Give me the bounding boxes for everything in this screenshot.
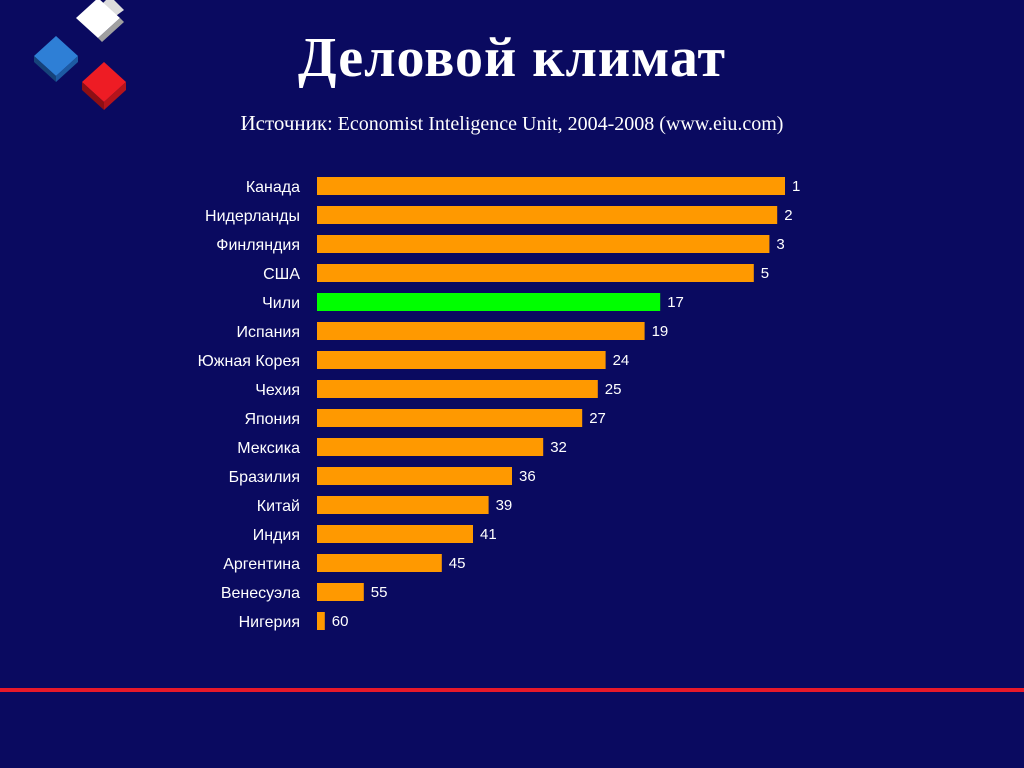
bar [317,351,606,369]
category-label: Чехия [255,382,300,399]
category-label: США [263,266,300,283]
red-cube-icon [82,62,126,110]
value-label: 39 [496,497,513,514]
category-label: Южная Корея [198,353,300,370]
bar [317,235,770,253]
bar [317,583,364,601]
category-label: Китай [257,498,300,515]
bar [317,525,473,543]
category-label: Мексика [237,440,300,457]
category-label: Нидерланды [205,208,300,225]
bar [317,206,778,224]
category-label: Индия [253,527,300,544]
value-label: 1 [792,178,800,195]
source-label: Источник [240,111,328,135]
value-label: 45 [449,555,466,572]
value-label: 3 [776,236,784,253]
value-label: 5 [761,265,769,282]
value-label: 27 [589,410,606,427]
category-label: Аргентина [223,556,300,573]
blue-cube-icon [34,36,78,82]
bar [317,177,785,195]
bar [317,496,489,514]
bar [317,612,325,630]
bar [317,409,583,427]
value-label: 60 [332,613,349,630]
cubes-logo [34,0,126,110]
value-label: 55 [371,584,388,601]
category-label: Венесуэла [221,585,300,602]
value-label: 25 [605,381,622,398]
category-label: Финляндия [216,237,300,254]
category-label: Чили [262,295,300,312]
business-climate-bar-chart: Канада 1 Нидерланды 2 Финляндия 3 США 5 Чили 17 Ис… [198,177,800,631]
category-label: Япония [244,411,300,428]
source-line: Источник: Economist Inteligence Unit, 20… [0,111,1024,136]
page-title: Деловой климат [298,27,726,89]
bar [317,380,598,398]
value-label: 24 [613,352,630,369]
bottom-divider [0,688,1024,692]
category-label: Нигерия [239,614,300,631]
bar [317,438,544,456]
bar [317,264,754,282]
value-label: 36 [519,468,536,485]
bar [317,554,442,572]
value-label: 17 [667,294,684,311]
category-label: Испания [237,324,301,341]
bar [317,467,512,485]
category-label: Канада [246,179,300,196]
value-label: 19 [652,323,669,340]
value-label: 2 [784,207,792,224]
value-label: 32 [550,439,567,456]
value-label: 41 [480,526,497,543]
source-text: : Economist Inteligence Unit, 2004-2008 … [327,113,784,135]
category-label: Бразилия [229,469,300,486]
bar [317,322,645,340]
bar [317,293,661,311]
white-cube-icon [76,0,124,42]
